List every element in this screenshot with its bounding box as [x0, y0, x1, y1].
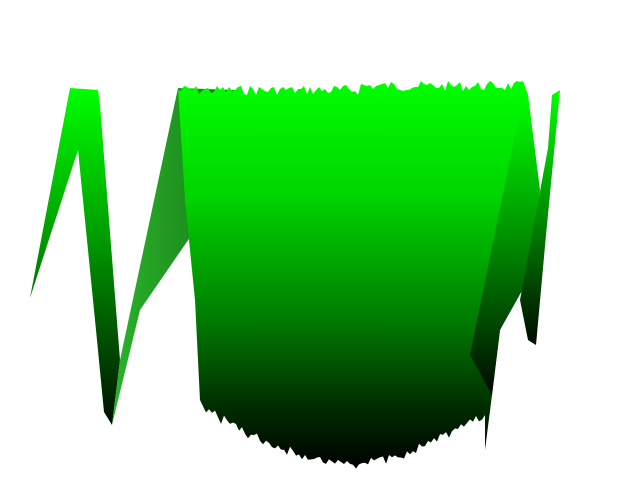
surface-left-spike [30, 88, 120, 425]
surface-right-spike [520, 90, 560, 345]
surface-right-wing [470, 95, 540, 395]
surface-main-body [178, 81, 530, 469]
